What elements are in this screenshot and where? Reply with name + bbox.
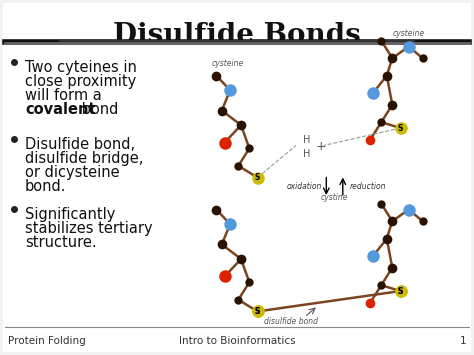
Text: cystine: cystine [321, 193, 348, 202]
Text: Disulfide Bonds: Disulfide Bonds [113, 22, 361, 49]
Text: covalent: covalent [25, 102, 96, 117]
Text: S: S [398, 286, 403, 295]
Text: 1: 1 [459, 336, 466, 346]
Text: disulfide bond: disulfide bond [264, 317, 318, 326]
Text: or dicysteine: or dicysteine [25, 165, 119, 180]
Text: structure.: structure. [25, 235, 97, 250]
Text: S: S [255, 173, 260, 182]
FancyBboxPatch shape [3, 3, 471, 352]
Text: Protein Folding: Protein Folding [8, 336, 86, 346]
Text: bond: bond [77, 102, 118, 117]
Text: bond.: bond. [25, 179, 66, 194]
Text: close proximity: close proximity [25, 74, 136, 89]
Text: cysteine: cysteine [392, 29, 425, 38]
Text: S: S [255, 307, 260, 316]
Text: disulfide bridge,: disulfide bridge, [25, 151, 143, 166]
Text: Intro to Bioinformatics: Intro to Bioinformatics [179, 336, 295, 346]
Text: reduction: reduction [349, 182, 386, 191]
Text: +: + [316, 141, 326, 153]
Text: stabilizes tertiary: stabilizes tertiary [25, 221, 153, 236]
Text: S: S [398, 286, 403, 295]
Text: Two cyteines in: Two cyteines in [25, 60, 137, 75]
Text: S: S [398, 124, 403, 132]
Text: Disulfide bond,: Disulfide bond, [25, 137, 135, 152]
Text: H: H [303, 149, 311, 159]
Text: H: H [303, 135, 311, 144]
Text: oxidation: oxidation [287, 182, 322, 191]
Text: Significantly: Significantly [25, 207, 115, 222]
Text: cysteine: cysteine [211, 60, 244, 69]
Text: S: S [255, 307, 260, 316]
Text: will form a: will form a [25, 88, 102, 103]
